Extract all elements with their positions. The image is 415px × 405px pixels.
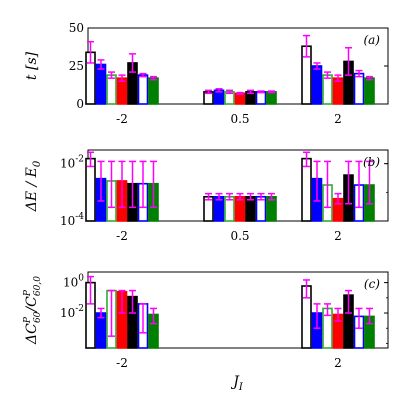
bar (332, 77, 344, 105)
bar (116, 77, 128, 105)
bar (85, 157, 96, 222)
y-tick-label: 25 (69, 59, 84, 73)
bar (322, 74, 333, 105)
x-tick-label: -2 (116, 356, 128, 370)
bar (255, 91, 267, 105)
y-tick-label: 10-2 (60, 304, 84, 320)
y-tick-label: 100 (63, 274, 84, 290)
bar (106, 74, 117, 105)
x-tick-label: 2 (334, 229, 342, 243)
bar (95, 63, 107, 105)
bar (311, 65, 323, 105)
panel-label: (a) (363, 33, 380, 47)
y-axis-label-b: ΔE / E0 (24, 160, 43, 212)
panel-c: 10-2 100 -2 2 (c) (60, 271, 389, 370)
y-axis-label-c: ΔCP60/CP60,0 (23, 276, 43, 345)
panel-a: 0 25 50 -2 0.5 2 (a) (69, 21, 389, 126)
bar (137, 74, 149, 105)
x-tick-label: -2 (116, 229, 128, 243)
x-tick-label: 0.5 (230, 112, 249, 126)
x-tick-label: 0.5 (230, 229, 249, 243)
y-tick-label: 10-4 (60, 212, 84, 228)
x-tick-label: 2 (334, 356, 342, 370)
bar (301, 157, 312, 222)
x-axis-label: JI (230, 374, 244, 393)
y-axis-label-a: t [s] (24, 51, 40, 80)
bar (266, 91, 277, 105)
panel-label: (b) (363, 155, 380, 169)
y-tick-label: 0 (76, 97, 84, 111)
x-tick-label: -2 (116, 112, 128, 126)
y-tick-label: 10-2 (60, 155, 84, 171)
panel-b: 10-4 10-2 -2 0.5 2 (b) (60, 149, 389, 243)
panel-label: (c) (364, 277, 380, 291)
x-tick-label: 2 (334, 112, 342, 126)
y-tick-label: 50 (69, 21, 84, 35)
bar (148, 77, 159, 105)
bar (234, 92, 246, 105)
bar (353, 72, 365, 105)
bar (364, 77, 375, 105)
